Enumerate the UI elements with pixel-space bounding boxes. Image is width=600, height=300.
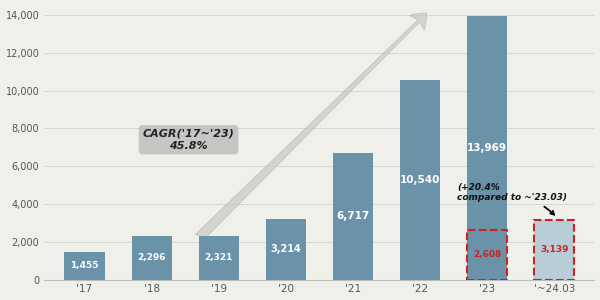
Bar (131, 236, 172, 280)
Text: 3,139: 3,139 (540, 245, 568, 254)
Text: 1,455: 1,455 (70, 261, 99, 270)
Bar (64, 252, 104, 280)
Bar (333, 153, 373, 280)
Bar (467, 230, 507, 280)
Text: 2,608: 2,608 (473, 250, 501, 260)
Text: 6,717: 6,717 (336, 211, 370, 221)
Text: CAGR('17~'23)
45.8%: CAGR('17~'23) 45.8% (143, 129, 235, 151)
Text: 2,321: 2,321 (205, 253, 233, 262)
Text: (+20.4%
compared to ~'23.03): (+20.4% compared to ~'23.03) (457, 183, 567, 214)
Text: 2,296: 2,296 (137, 254, 166, 262)
Text: 13,969: 13,969 (467, 142, 507, 153)
Bar (266, 219, 306, 280)
Bar (534, 220, 574, 280)
Text: 10,540: 10,540 (400, 175, 440, 185)
Bar (467, 16, 507, 280)
Bar (199, 236, 239, 280)
Bar (534, 220, 574, 280)
Bar (400, 80, 440, 280)
Text: 3,214: 3,214 (271, 244, 301, 254)
